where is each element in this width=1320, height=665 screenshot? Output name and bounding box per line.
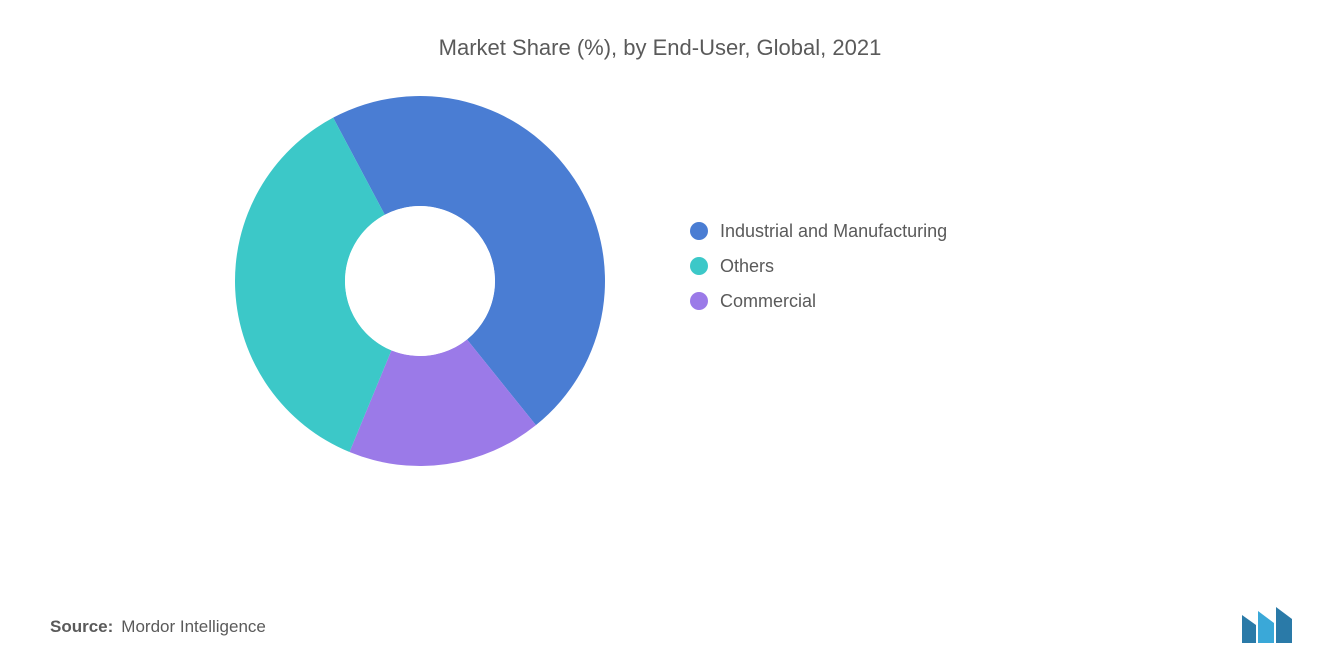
legend-item: Others [690,256,947,277]
legend-item: Commercial [690,291,947,312]
chart-container: Market Share (%), by End-User, Global, 2… [0,0,1320,665]
source-text: Mordor Intelligence [121,617,266,636]
legend-dot-icon [690,292,708,310]
legend-item: Industrial and Manufacturing [690,221,947,242]
logo-bar [1258,611,1274,643]
donut-chart [230,91,610,471]
legend: Industrial and Manufacturing Others Commer… [690,221,947,312]
donut-hole [345,206,495,356]
legend-dot-icon [690,257,708,275]
legend-label: Commercial [720,291,816,312]
source-line: Source: Mordor Intelligence [50,617,266,637]
legend-label: Industrial and Manufacturing [720,221,947,242]
logo-icon [1240,603,1295,645]
donut-svg [230,91,610,471]
legend-dot-icon [690,222,708,240]
brand-logo [1240,603,1295,645]
logo-bar [1276,607,1292,643]
legend-label: Others [720,256,774,277]
chart-body: Industrial and Manufacturing Others Commer… [230,91,1280,471]
chart-title: Market Share (%), by End-User, Global, 2… [40,35,1280,61]
source-label: Source: [50,617,113,636]
logo-bar [1242,615,1256,643]
